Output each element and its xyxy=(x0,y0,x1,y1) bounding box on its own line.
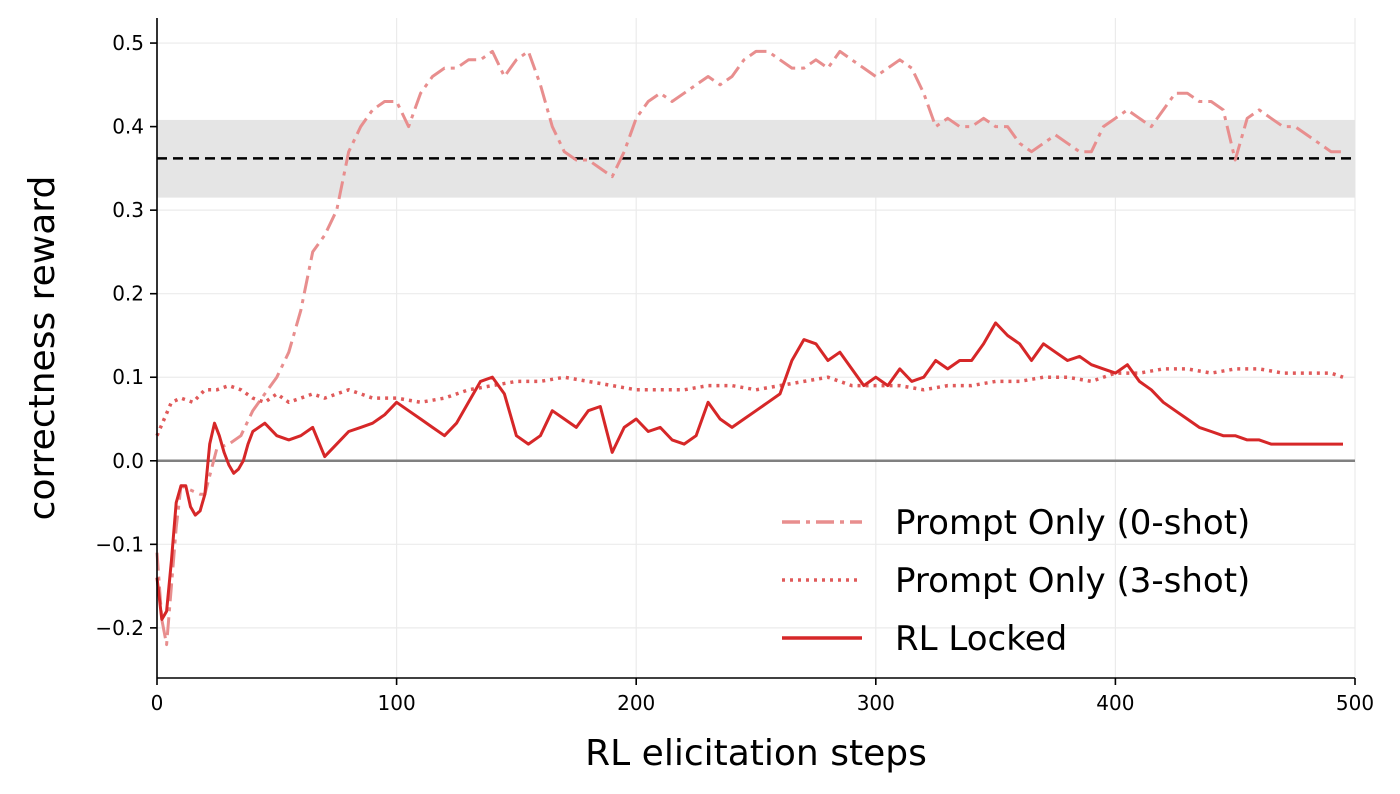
y-tick-label: 0.2 xyxy=(112,282,144,306)
y-tick-label: 0.5 xyxy=(112,31,144,55)
tick-labels: 0 100 200 300 400 500 −0.2 −0.1 0.0 0.1 0.2 0.3 0.4 0… xyxy=(95,31,1374,715)
y-tick-label: 0.3 xyxy=(112,198,144,222)
legend-label-prompt-only-3-shot: Prompt Only (3-shot) xyxy=(895,561,1250,601)
x-tick-label: 400 xyxy=(1096,691,1134,715)
series-line-prompt-only-0-shot xyxy=(155,49,1343,647)
y-tick-label: 0.4 xyxy=(112,115,144,139)
axes xyxy=(150,18,1356,685)
x-tick-label: 500 xyxy=(1336,691,1374,715)
x-axis-label: RL elicitation steps xyxy=(585,733,927,774)
x-tick-label: 300 xyxy=(857,691,895,715)
legend-label-prompt-only-0-shot: Prompt Only (0-shot) xyxy=(895,503,1250,543)
legend: Prompt Only (0-shot) Prompt Only (3-shot)… xyxy=(782,503,1250,659)
y-tick-label: −0.1 xyxy=(95,532,144,556)
y-tick-label: −0.2 xyxy=(95,616,144,640)
x-tick-label: 0 xyxy=(151,691,164,715)
y-tick-label: 0.0 xyxy=(112,449,144,473)
legend-label-rl-locked: RL Locked xyxy=(895,619,1067,659)
y-tick-label: 0.1 xyxy=(112,365,144,389)
x-tick-label: 100 xyxy=(378,691,416,715)
x-tick-label: 200 xyxy=(617,691,655,715)
series-lines xyxy=(155,49,1344,647)
y-axis-label: correctness reward xyxy=(22,176,63,521)
series-line-rl-locked xyxy=(155,321,1343,621)
